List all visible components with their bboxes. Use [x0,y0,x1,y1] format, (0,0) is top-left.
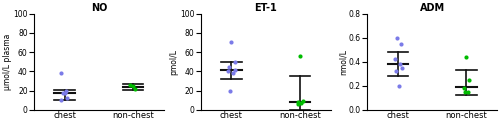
Point [226,90,234,92]
Point [56,99,64,101]
Point [392,70,400,72]
Point [58,72,66,74]
Y-axis label: nmol/L: nmol/L [338,49,347,75]
Title: ET-1: ET-1 [254,3,277,13]
Point [126,84,134,86]
Point [64,97,72,99]
Point [62,90,70,92]
Point [462,56,470,58]
Point [297,102,305,104]
Point [131,88,139,90]
Point [129,85,137,87]
Point [231,61,239,63]
Point [224,66,232,68]
Point [394,85,402,87]
Point [228,41,235,43]
Point [60,92,68,93]
Point [232,69,239,71]
Point [294,103,302,105]
Point [298,100,306,102]
Y-axis label: pmol/L: pmol/L [170,49,178,75]
Title: ADM: ADM [420,3,445,13]
Point [396,63,404,65]
Y-axis label: μmol/L plasma: μmol/L plasma [3,33,12,90]
Point [294,101,302,103]
Point [464,91,472,93]
Point [224,70,232,72]
Point [392,37,400,39]
Title: NO: NO [90,3,107,13]
Point [460,87,468,89]
Point [390,58,398,60]
Point [228,72,236,74]
Point [398,67,406,69]
Point [461,91,469,93]
Point [58,92,66,94]
Point [296,55,304,57]
Point [397,43,405,45]
Point [465,79,473,81]
